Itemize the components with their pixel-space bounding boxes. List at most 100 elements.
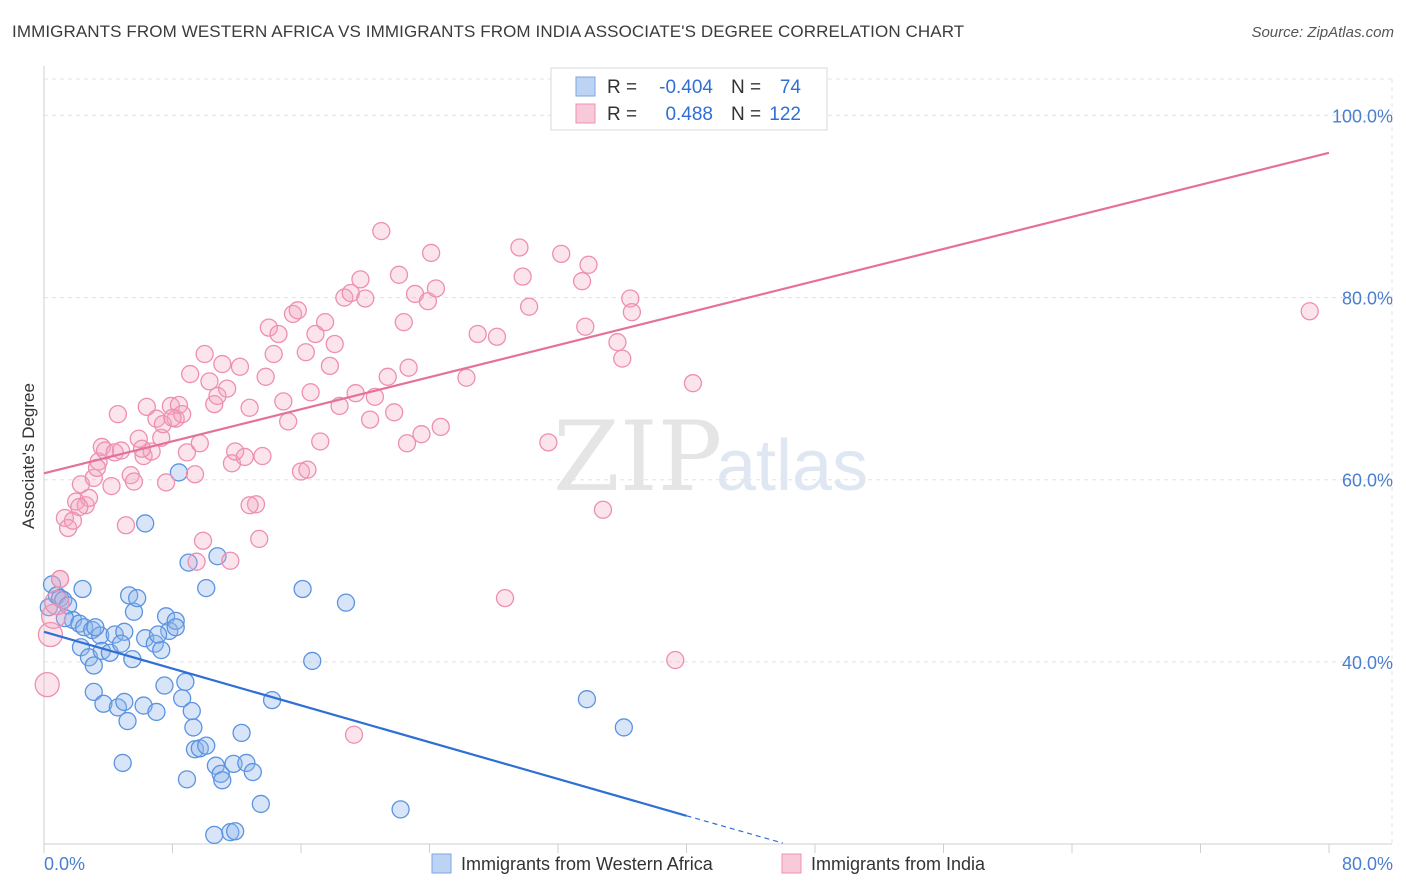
data-point-india [102,476,121,496]
data-point-india [124,472,144,491]
data-point-india [156,473,176,492]
data-point-western-africa [176,672,195,692]
x-tick-label: 0.0% [44,854,85,874]
data-point-india [510,238,529,257]
data-point-india [116,516,136,535]
y-tick-label: 80.0% [1342,289,1393,309]
data-point-western-africa [182,701,201,721]
data-point-india [269,324,288,344]
data-point-india [208,386,227,406]
data-point-western-africa [166,618,185,637]
data-point-western-africa [577,690,597,709]
data-point-india [622,302,642,322]
watermark-atlas: atlas [716,426,868,506]
data-point-western-africa [113,753,132,773]
data-point-india [325,334,344,354]
data-point-india [278,412,298,431]
data-point-india [311,432,330,451]
bottom-legend-swatch-pink [781,853,802,874]
data-point-western-africa [136,514,155,533]
x-tick-label: 80.0% [1342,854,1393,874]
source-label: Source: ZipAtlas.com [1251,24,1394,41]
y-tick-labels: 40.0% 60.0% 80.0% 100.0% [1332,106,1393,672]
data-point-india [593,500,613,519]
data-point-western-africa [303,651,322,671]
data-point-india [539,433,558,452]
data-point-western-africa [237,753,256,773]
data-point-india [108,404,128,424]
y-tick-label: 100.0% [1332,106,1393,126]
data-point-india [315,313,335,332]
data-point-india [246,495,266,514]
data-point-western-africa [224,754,243,774]
data-point-india [572,272,592,291]
data-point-india [351,270,370,289]
data-point-india [240,398,259,417]
data-point-western-africa [128,588,147,608]
data-point-india [79,488,99,508]
data-point-western-africa [118,711,137,731]
data-point-india [552,244,571,264]
bottom-legend-western-africa: Immigrants from Western Africa [461,854,714,874]
data-point-western-africa [169,463,189,482]
axes [43,66,1392,853]
data-point-india [190,434,209,453]
data-point-india [44,590,70,616]
bottom-legend-india: Immigrants from India [811,854,986,874]
data-point-india [274,392,293,411]
y-axis-label: Associate's Degree [19,383,38,529]
data-point-india [356,289,375,308]
data-point-india [250,529,269,549]
data-point-india [137,397,156,417]
data-point-india [412,425,431,444]
data-point-western-africa [177,770,197,789]
data-point-india [399,358,418,377]
data-point-india [259,318,279,337]
data-point-india [187,552,206,571]
data-point-india [1300,302,1319,321]
data-point-india [185,465,205,484]
watermark: ZIP atlas [553,401,868,513]
data-point-india [621,289,640,308]
bottom-legend-swatch-blue [431,853,452,874]
data-point-western-africa [391,800,410,819]
data-point-western-africa [225,822,245,841]
data-point-india [613,349,632,368]
data-point-india [344,725,364,744]
data-point-india [378,367,397,386]
data-point-western-africa [111,634,131,653]
data-point-india [301,383,320,402]
data-point-india [291,462,311,481]
data-point-india [177,443,197,462]
data-point-western-africa [148,625,168,644]
data-point-india [431,417,450,437]
watermark-zip: ZIP [553,401,722,513]
legend-r-label: R = [607,104,637,125]
legend-n-value-blue: 74 [780,77,802,98]
data-point-western-africa [124,602,144,621]
trend-line-western-africa [43,630,687,817]
data-point-western-africa [84,656,103,675]
data-point-india [608,333,627,352]
series-western-africa-points [39,463,634,845]
data-point-western-africa [213,771,232,790]
data-point-india [70,497,89,517]
data-point-india [253,446,272,466]
data-point-western-africa [94,694,113,713]
data-point-india [683,374,703,393]
data-point-india [360,410,380,429]
data-point-western-africa [336,593,356,612]
data-point-india [153,415,173,434]
data-point-india [468,324,487,344]
data-point-india [50,569,70,589]
data-point-western-africa [232,723,251,743]
y-tick-label: 60.0% [1342,471,1393,491]
trend-lines [43,151,1330,844]
data-point-western-africa [293,579,312,599]
data-point-india [200,372,219,391]
data-point-western-africa [155,676,174,695]
data-point-india [519,297,539,316]
data-point-western-africa [262,690,282,710]
data-point-western-africa [184,718,203,737]
data-point-india [298,460,317,479]
